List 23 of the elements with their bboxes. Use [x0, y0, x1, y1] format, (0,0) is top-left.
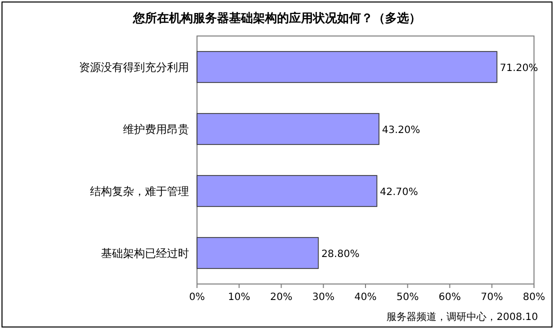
x-tick-label: 80%	[522, 292, 546, 303]
x-tick-label: 20%	[270, 292, 292, 303]
x-tick-label: 10%	[228, 292, 250, 303]
data-label: 71.20%	[500, 63, 538, 74]
bar	[196, 51, 498, 83]
text: 服务器频道，调研中心，2008.10	[386, 311, 538, 323]
data-label: 43.20%	[382, 125, 420, 136]
x-tick-label: 30%	[312, 292, 334, 303]
data-label: 28.80%	[321, 249, 360, 260]
chart-title: 您所在机构服务器基础架构的应用状况如何？（多选）	[132, 11, 421, 25]
bar	[196, 237, 319, 269]
x-tick-label: 50%	[396, 292, 419, 303]
bar	[196, 175, 378, 207]
y-tick-label: 维护费用昂贵	[123, 123, 189, 136]
y-tick-label: 基础架构已经过时	[101, 247, 189, 260]
x-tick-label: 70%	[480, 292, 503, 303]
x-tick-label: 60%	[438, 292, 461, 303]
x-tick-label: 40%	[354, 292, 377, 303]
data-label: 42.70%	[380, 187, 418, 198]
bar	[196, 113, 380, 145]
y-tick-label: 结构复杂，难于管理	[90, 185, 189, 198]
y-tick-label: 资源没有得到充分利用	[79, 61, 189, 74]
x-tick-label: 0%	[189, 292, 205, 303]
